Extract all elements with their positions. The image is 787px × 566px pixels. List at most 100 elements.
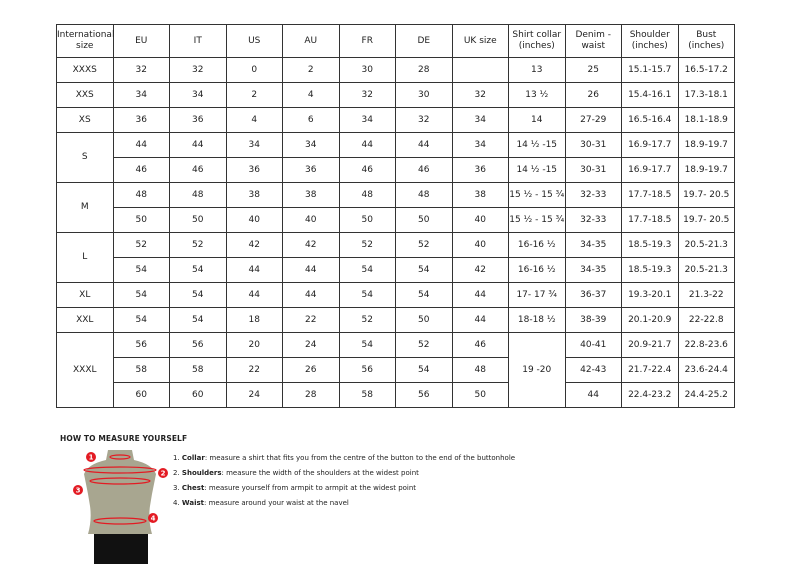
measurement-steps: 1. Collar: measure a shirt that fits you…: [173, 451, 515, 511]
it-cell: 46: [169, 157, 227, 183]
au-cell: 40: [282, 207, 340, 233]
eu-cell: 34: [112, 82, 170, 108]
us-cell: 18: [225, 307, 283, 333]
au-cell: 2: [282, 57, 340, 83]
it-cell: 48: [169, 182, 227, 208]
size-chart-table: International size EU IT US AU FR DE UK size Shi…: [56, 24, 735, 408]
eu-cell: 48: [112, 182, 170, 208]
shoulder-cell: 17.7-18.5: [621, 182, 679, 208]
denim-cell: 27-29: [564, 107, 622, 133]
bust-cell: 18.9-19.7: [677, 132, 735, 158]
table-row: 46 46 36 36 46 46 36 14 ½ -15 30-31 16.9-17.7 18.9…: [57, 157, 735, 183]
size-cell: L: [56, 232, 114, 283]
eu-cell: 36: [112, 107, 170, 133]
us-cell: 0: [225, 57, 283, 83]
de-cell: 46: [395, 157, 453, 183]
denim-cell: 44: [564, 382, 622, 408]
bust-cell: 22-22.8: [677, 307, 735, 333]
denim-cell: 32-33: [564, 207, 622, 233]
shorts-shape: [94, 534, 148, 564]
it-cell: 54: [169, 282, 227, 308]
collar-cell: 15 ½ - 15 ¾: [508, 207, 566, 233]
denim-cell: 34-35: [564, 232, 622, 258]
de-cell: 50: [395, 307, 453, 333]
table-row: L 52 52 42 42 52 52 40 16-16 ½ 34-35 18.5-19.3 20.5…: [56, 232, 735, 283]
denim-cell: 25: [564, 57, 622, 83]
au-cell: 44: [282, 257, 340, 283]
uk-cell: [451, 57, 509, 83]
bust-cell: 19.7- 20.5: [677, 207, 735, 233]
eu-cell: 44: [112, 132, 170, 158]
de-cell: 32: [395, 107, 453, 133]
shoulder-cell: 21.7-22.4: [621, 357, 679, 383]
table-row: S 44 44 34 34 44 44 34 14 ½ -15 30-31 16.9-17.7 18.…: [56, 132, 735, 183]
us-cell: 22: [225, 357, 283, 383]
shoulder-cell: 22.4-23.2: [621, 382, 679, 408]
collar-cell: 19 -20: [508, 332, 566, 408]
au-cell: 4: [282, 82, 340, 108]
fr-cell: 46: [338, 157, 396, 183]
collar-cell: 13 ½: [508, 82, 566, 108]
us-cell: 4: [225, 107, 283, 133]
bust-cell: 23.6-24.4: [677, 357, 735, 383]
table-row: 54 54 44 44 54 54 42 16-16 ½ 34-35 18.5-19.3 20.5-…: [57, 257, 735, 283]
collar-cell: 15 ½ - 15 ¾: [508, 182, 566, 208]
uk-cell: 40: [451, 207, 509, 233]
fr-cell: 50: [338, 207, 396, 233]
eu-cell: 54: [112, 257, 170, 283]
column-header: AU: [282, 24, 340, 58]
table-row: XXL 54 54 18 22 52 50 44 18-18 ½ 38-39 20.1-20.9 22…: [56, 307, 735, 333]
step-waist: 4. Waist: measure around your waist at t…: [173, 499, 349, 507]
it-cell: 54: [169, 307, 227, 333]
uk-cell: 44: [451, 307, 509, 333]
column-header: Denim - waist: [564, 24, 622, 58]
table-row: XXS 34 34 2 4 32 30 32 13 ½ 26 15.4-16.1 17.3-18.1: [56, 82, 735, 108]
collar-cell: 18-18 ½: [508, 307, 566, 333]
eu-cell: 52: [112, 232, 170, 258]
fr-cell: 32: [338, 82, 396, 108]
fr-cell: 58: [338, 382, 396, 408]
it-cell: 44: [169, 132, 227, 158]
us-cell: 34: [225, 132, 283, 158]
fr-cell: 52: [338, 307, 396, 333]
denim-cell: 26: [564, 82, 622, 108]
us-cell: 40: [225, 207, 283, 233]
uk-cell: 38: [451, 182, 509, 208]
size-cell: XXXS: [56, 57, 114, 83]
de-cell: 50: [395, 207, 453, 233]
au-cell: 26: [282, 357, 340, 383]
fr-cell: 56: [338, 357, 396, 383]
bust-cell: 17.3-18.1: [677, 82, 735, 108]
table-row: 58 58 22 26 56 54 48 42-43 21.7-22.4 23.6-24.4: [57, 357, 735, 383]
au-cell: 38: [282, 182, 340, 208]
uk-cell: 32: [451, 82, 509, 108]
fr-cell: 30: [338, 57, 396, 83]
de-cell: 48: [395, 182, 453, 208]
collar-cell: 17- 17 ¾: [508, 282, 566, 308]
how-to-measure-title: HOW TO MEASURE YOURSELF: [60, 434, 188, 443]
de-cell: 28: [395, 57, 453, 83]
uk-cell: 40: [451, 232, 509, 258]
header-row: International size EU IT US AU FR DE UK size Shi…: [56, 24, 735, 58]
de-cell: 30: [395, 82, 453, 108]
au-cell: 28: [282, 382, 340, 408]
column-header: UK size: [451, 24, 509, 58]
table-row: XL 54 54 44 44 54 54 44 17- 17 ¾ 36-37 19.3-20.1 21…: [56, 282, 735, 308]
denim-cell: 32-33: [564, 182, 622, 208]
us-cell: 44: [225, 282, 283, 308]
column-header: Bust (inches): [677, 24, 735, 58]
denim-cell: 36-37: [564, 282, 622, 308]
fr-cell: 54: [338, 332, 396, 358]
denim-cell: 42-43: [564, 357, 622, 383]
marker-1: 1: [89, 454, 94, 462]
au-cell: 6: [282, 107, 340, 133]
eu-cell: 60: [112, 382, 170, 408]
uk-cell: 34: [451, 132, 509, 158]
eu-cell: 46: [112, 157, 170, 183]
table-row: XXXL 56 56 20 24 54 52 46 19 -20 40-41 20.9-21.7 22…: [56, 332, 735, 408]
shoulder-cell: 17.7-18.5: [621, 207, 679, 233]
uk-cell: 36: [451, 157, 509, 183]
size-cell: XL: [56, 282, 114, 308]
de-cell: 54: [395, 257, 453, 283]
au-cell: 36: [282, 157, 340, 183]
